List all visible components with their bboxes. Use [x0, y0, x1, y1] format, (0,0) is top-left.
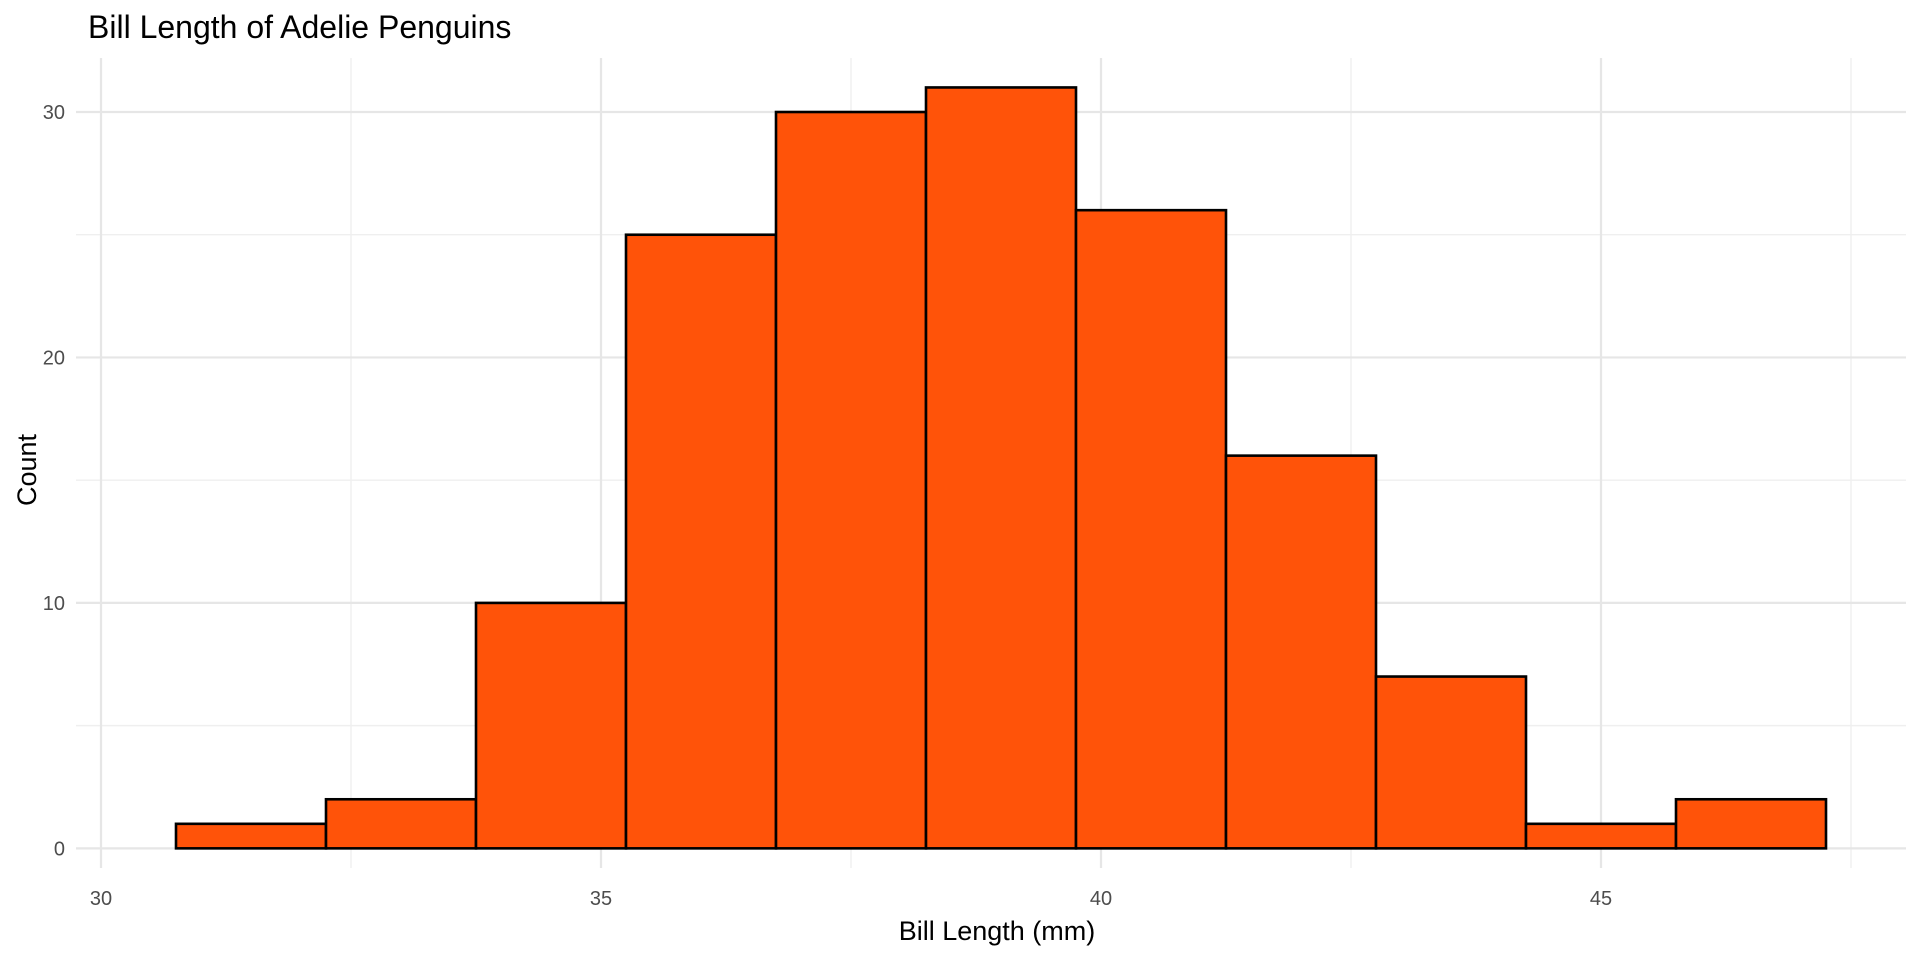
histogram-bar — [1074, 208, 1228, 850]
histogram-bar — [174, 822, 328, 850]
y-axis-label: Count — [12, 433, 42, 506]
y-tick-label: 10 — [43, 593, 65, 615]
histogram-bar — [474, 601, 628, 850]
histogram-bar — [1374, 675, 1528, 850]
x-tick-label: 45 — [1590, 888, 1612, 910]
y-tick-label: 20 — [43, 347, 65, 369]
histogram-bar — [1524, 822, 1678, 850]
histogram-bar — [624, 233, 778, 850]
histogram-bar — [1674, 797, 1828, 850]
x-axis-ticks: 30 35 40 45 — [90, 888, 1612, 910]
histogram-bar — [774, 110, 928, 850]
x-axis-label: Bill Length (mm) — [899, 916, 1096, 946]
y-axis-ticks: 0 10 20 30 — [43, 102, 65, 860]
y-tick-label: 30 — [43, 102, 65, 124]
histogram-bar — [924, 86, 1078, 850]
histogram-bar — [324, 797, 478, 850]
histogram-bars — [174, 86, 1828, 850]
x-tick-label: 40 — [1090, 888, 1112, 910]
chart-title: Bill Length of Adelie Penguins — [88, 9, 511, 45]
y-tick-label: 0 — [54, 838, 65, 860]
x-tick-label: 30 — [90, 888, 112, 910]
histogram-bar — [1224, 454, 1378, 850]
x-tick-label: 35 — [590, 888, 612, 910]
